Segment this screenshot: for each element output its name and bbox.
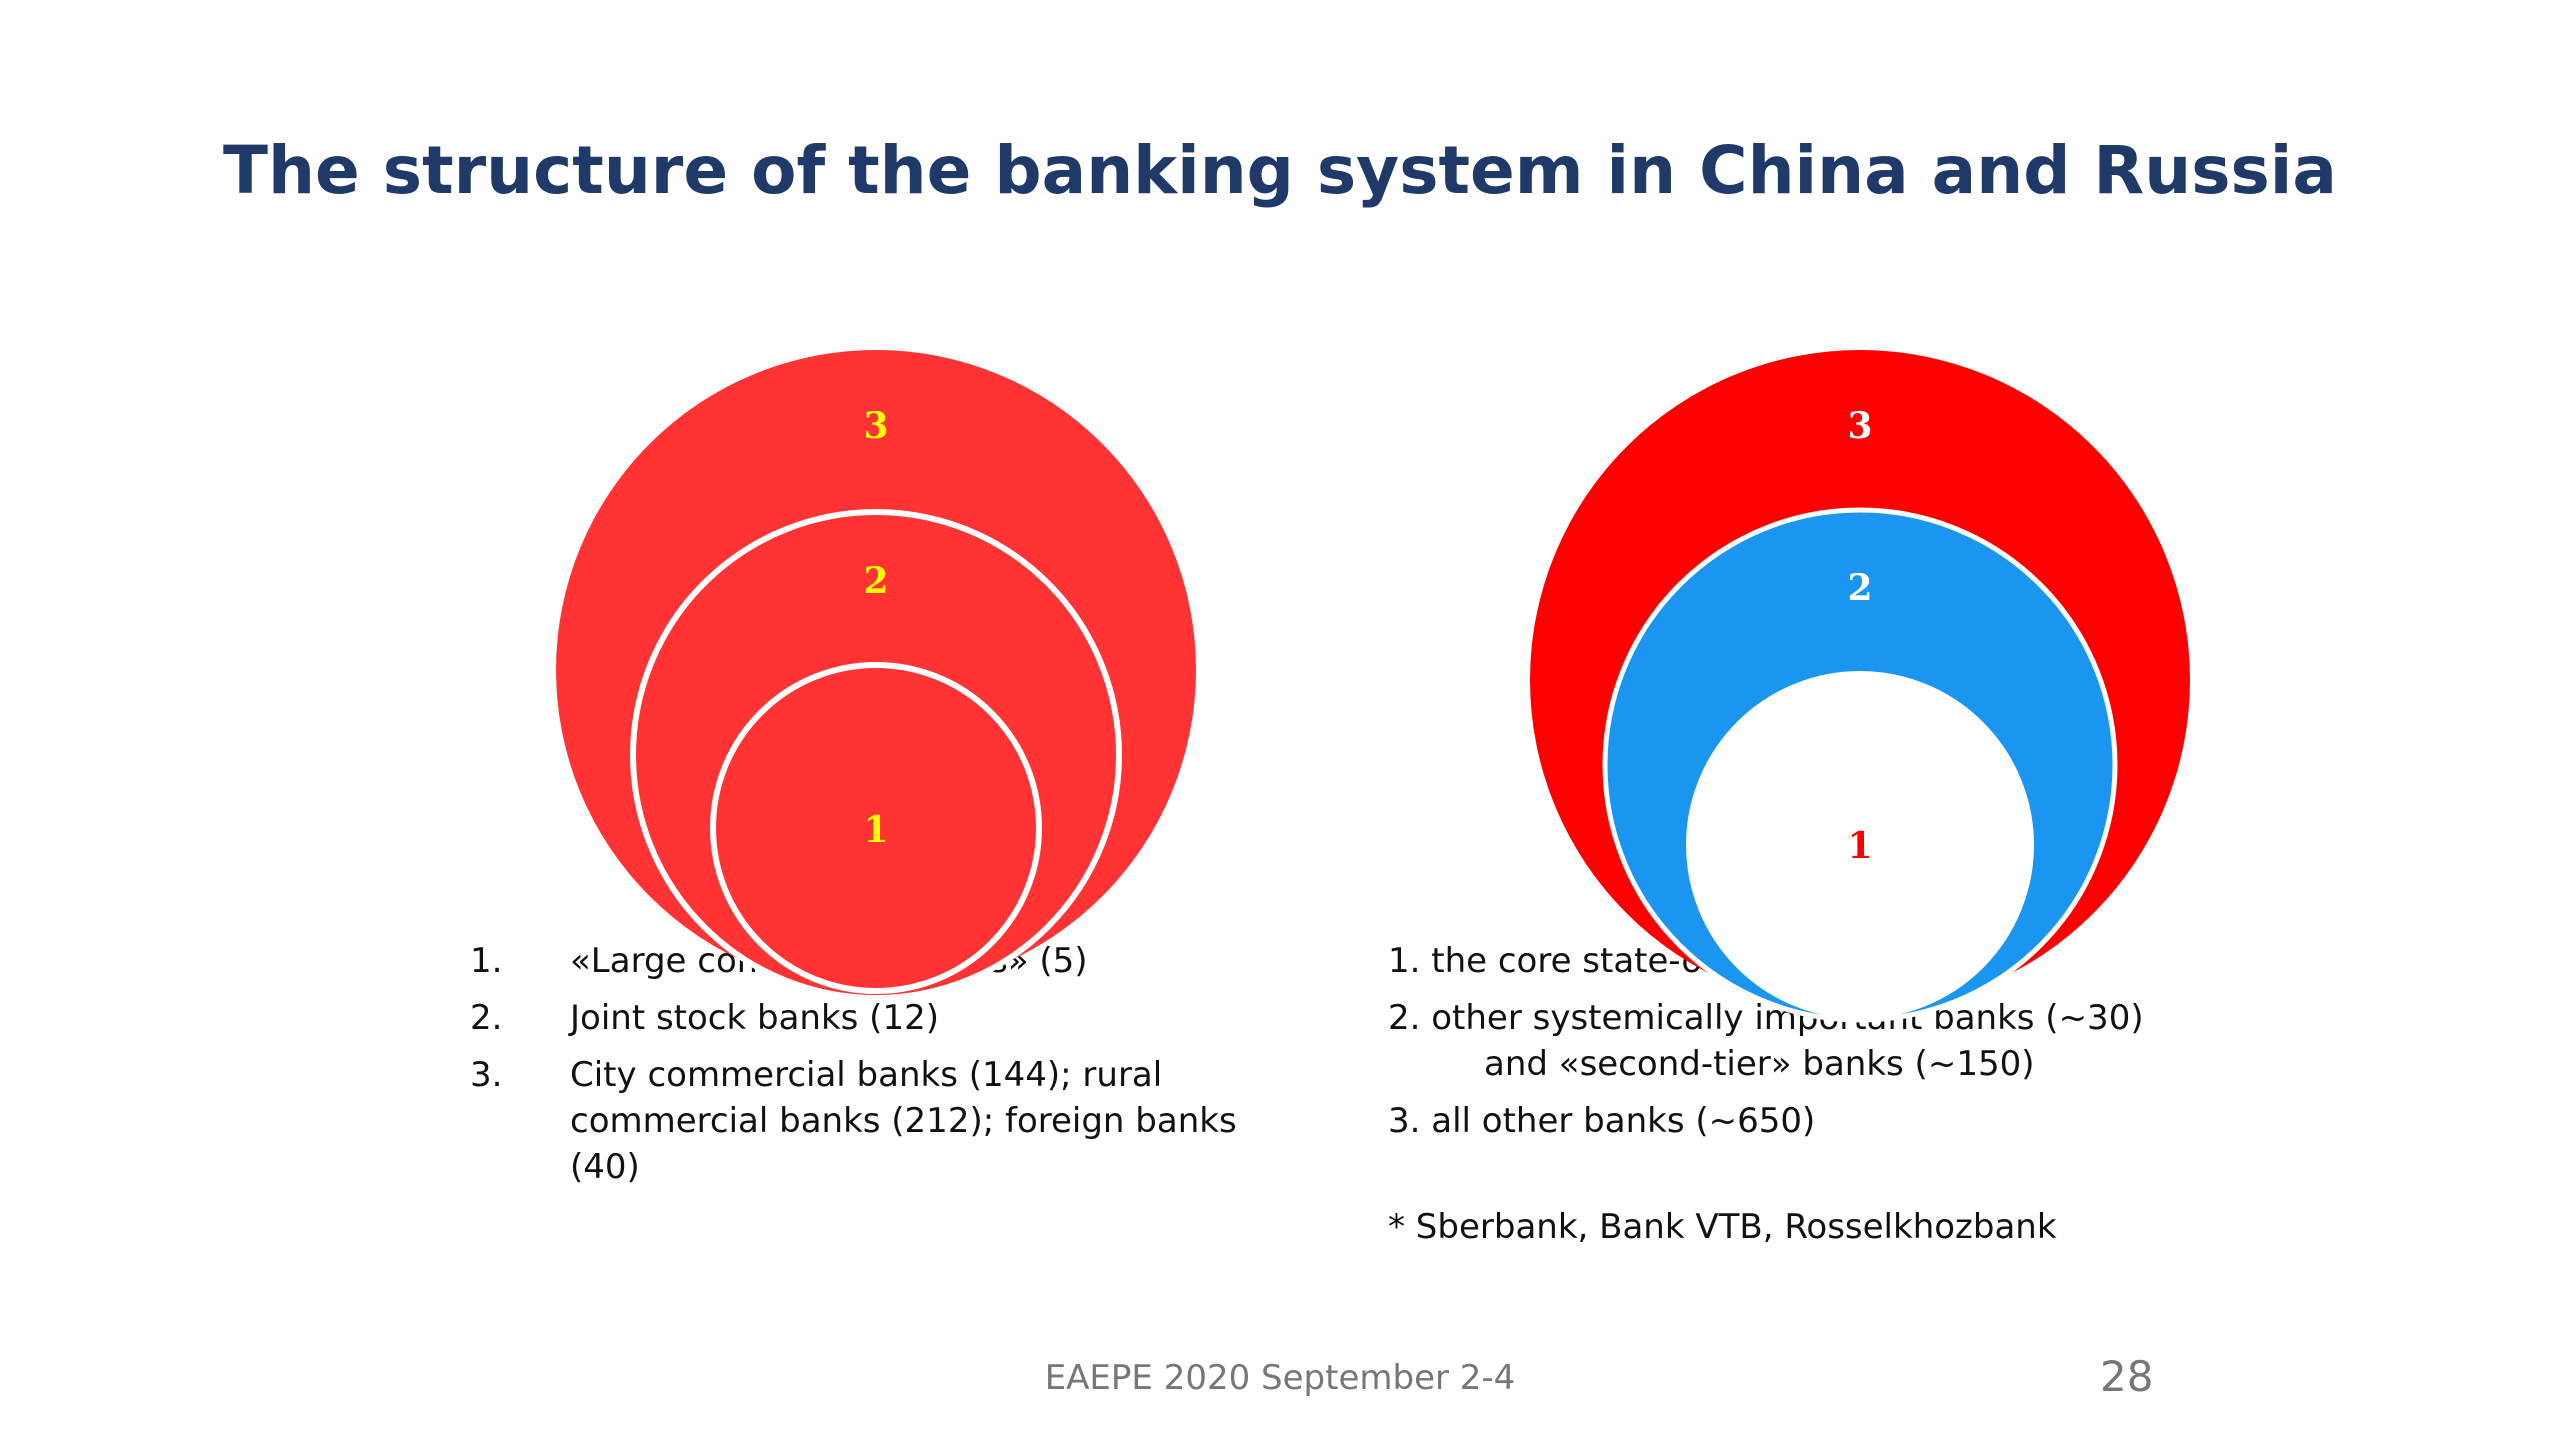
page-number: 28 — [2100, 1352, 2154, 1401]
list-marker: 1. — [470, 941, 503, 981]
russia-circle-label-2: 2 — [1847, 567, 1872, 609]
list-item: 3. all other banks (~650) — [1388, 1098, 2208, 1144]
china-bank-list: 1. «Large commercial banks» (5) 2. Joint… — [470, 938, 1270, 1201]
china-circle-label-2: 2 — [863, 560, 888, 602]
list-text-continuation: and «second-tier» banks (~150) — [1484, 1044, 2035, 1084]
russia-circle-1 — [1686, 671, 2034, 1019]
list-text: Joint stock banks (12) — [570, 998, 939, 1038]
china-circle-label-3: 3 — [863, 405, 888, 447]
russia-footnote: * Sberbank, Bank VTB, Rosselkhozbank — [1388, 1207, 2057, 1247]
slide-title: The structure of the banking system in C… — [223, 132, 2337, 209]
russia-circle-label-3: 3 — [1847, 405, 1872, 447]
list-marker: 2. — [470, 998, 503, 1038]
list-item: 2. Joint stock banks (12) — [470, 995, 1270, 1041]
russia-circle-label-1: 1 — [1847, 825, 1872, 867]
list-text: City commercial banks (144); rural comme… — [570, 1055, 1237, 1187]
russia-diagram: 3 2 1 — [1530, 350, 2190, 1023]
slide-footer: EAEPE 2020 September 2-4 — [1044, 1358, 1516, 1398]
china-circle-label-1: 1 — [863, 809, 888, 851]
list-marker: 3. — [470, 1055, 503, 1095]
list-item: 3. City commercial banks (144); rural co… — [470, 1052, 1270, 1190]
list-item: 2. other systemically important banks (~… — [1388, 995, 2208, 1087]
list-text: 2. other systemically important banks (~… — [1388, 998, 2144, 1038]
china-diagram: 3 2 1 — [556, 350, 1196, 1001]
china-circle-1 — [710, 662, 1042, 994]
list-text: 3. all other banks (~650) — [1388, 1101, 1816, 1141]
